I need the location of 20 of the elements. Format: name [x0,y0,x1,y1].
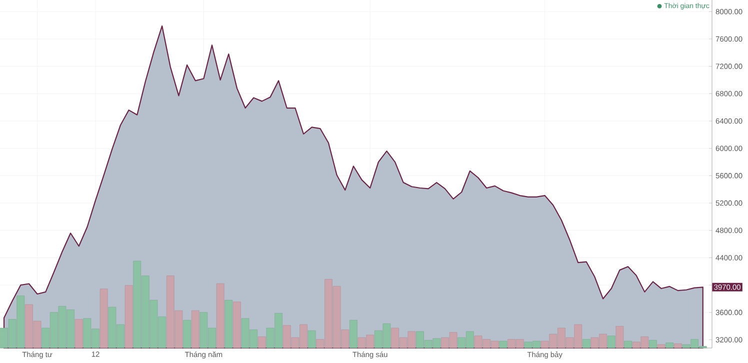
bar [100,288,108,348]
bar [191,310,200,348]
bar [124,285,133,348]
bar [499,340,508,348]
bar [183,320,191,348]
bar [224,300,233,348]
bar [674,344,682,348]
bar [582,339,590,348]
bar [233,302,241,348]
bar [649,340,657,348]
bar [74,319,83,348]
bar [607,336,616,348]
bar [350,320,358,348]
bar [657,344,666,348]
bar [666,342,674,348]
bar [624,340,632,348]
bar [616,326,624,348]
bar [216,283,224,348]
bar [258,336,266,348]
bar [308,330,316,348]
